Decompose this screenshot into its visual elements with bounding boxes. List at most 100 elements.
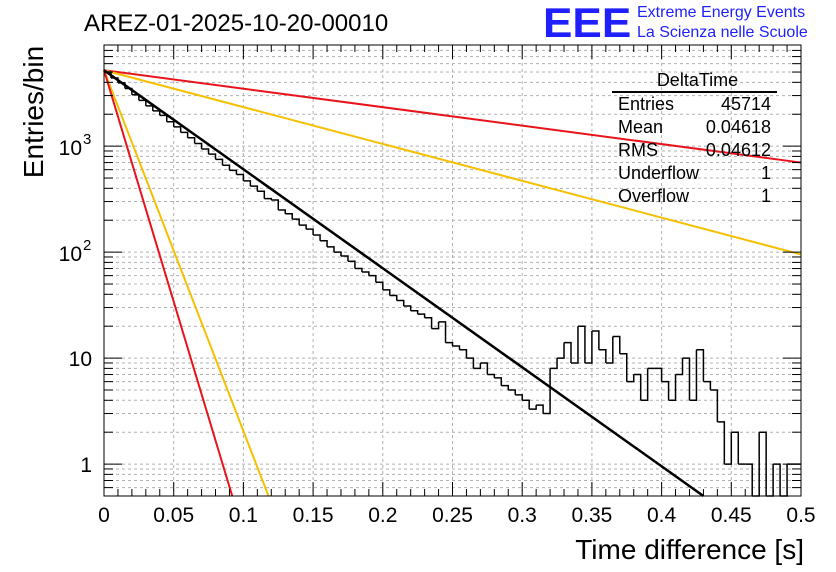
curve-fit — [103, 69, 705, 498]
histogram-bin — [466, 357, 475, 369]
grid — [103, 44, 802, 497]
y-tick-label: 10 2 — [59, 237, 92, 266]
histogram-bin — [598, 348, 607, 363]
stats-row-mean: Mean 0.04618 — [612, 116, 777, 139]
histogram-bin — [550, 358, 558, 370]
histogram-bin — [271, 199, 279, 210]
x-tick-labels: 0 0.05 0.1 0.15 0.2 0.25 0.3 0.35 0.4 0.45 0.5 — [98, 504, 815, 527]
histogram-bin — [675, 358, 684, 376]
stats-row-rms: RMS 0.04612 — [612, 139, 777, 162]
histogram-bin — [410, 309, 419, 315]
histogram-bin — [285, 213, 293, 220]
y-tick-label: 10 — [69, 348, 92, 371]
histogram-bin — [689, 349, 698, 402]
x-tick-label: 0.3 — [508, 504, 537, 527]
y-tick-base: 1 — [80, 454, 92, 477]
histogram-bin — [368, 274, 377, 283]
histogram-bin — [445, 341, 454, 347]
x-tick-label: 0.5 — [786, 504, 815, 527]
histogram-bin — [431, 321, 440, 330]
histogram-bin — [612, 335, 621, 354]
logo-subtitle-1: Extreme Energy Events — [637, 4, 806, 21]
x-axis-label: Time difference [s] — [575, 534, 804, 565]
histogram-bin — [543, 368, 551, 415]
histogram-bin — [570, 326, 579, 364]
histogram-bin — [522, 399, 530, 410]
histogram-bin — [354, 267, 363, 272]
histogram-bin — [605, 336, 614, 364]
histogram-bin — [668, 374, 677, 402]
y-tick-exponent: 3 — [83, 131, 91, 148]
histogram-bin — [724, 432, 733, 465]
histogram-bin — [110, 77, 119, 83]
histogram-bin — [633, 373, 642, 401]
histogram — [104, 71, 801, 497]
histogram-bin — [654, 367, 663, 382]
curve-bound-red-slow — [103, 69, 802, 164]
eee-logo: EEE — [543, 0, 632, 46]
stats-title: DeltaTime — [656, 70, 739, 90]
stats-value: 0.04612 — [705, 140, 771, 160]
histogram-bin — [508, 389, 516, 395]
histogram-bin — [591, 330, 600, 350]
histogram-bin — [438, 321, 447, 343]
histogram-bin — [159, 114, 168, 122]
histogram-bin — [278, 209, 286, 214]
x-tick-label: 0.05 — [153, 504, 194, 527]
histogram-bin — [313, 234, 321, 241]
curve-bound-yellow-slow — [103, 69, 802, 256]
histogram-bin — [536, 404, 544, 414]
curve-bound-yellow-fast — [103, 69, 270, 497]
histogram-bin — [564, 341, 572, 363]
histogram-bin — [382, 289, 391, 296]
histogram-bin — [626, 374, 635, 383]
stats-label: Underflow — [618, 163, 700, 183]
histogram-bin — [187, 136, 196, 144]
histogram-bin — [229, 169, 238, 175]
y-tick-label: 10 3 — [59, 131, 92, 160]
histogram-bin — [487, 373, 496, 378]
y-tick-label: 1 — [80, 454, 92, 477]
histogram-bin — [250, 185, 259, 192]
x-tick-label: 0.4 — [647, 504, 677, 527]
histogram-bin — [152, 110, 161, 116]
histogram-bin — [138, 99, 147, 106]
histogram-bin — [682, 357, 691, 401]
histogram-bin — [557, 342, 565, 359]
x-tick-label: 0.1 — [229, 504, 258, 527]
histogram-bin — [306, 228, 314, 236]
histogram-bin — [320, 240, 328, 247]
x-tick-label: 0 — [98, 504, 110, 527]
stats-label: Overflow — [618, 186, 690, 206]
histogram-bin — [145, 105, 154, 111]
histogram-bin — [494, 377, 503, 386]
histogram-bin — [710, 389, 719, 422]
stats-label: Mean — [618, 117, 664, 137]
histogram-bin — [334, 251, 342, 256]
y-tick-base: 10 — [59, 137, 82, 160]
x-tick-label: 0.45 — [711, 504, 752, 527]
histogram-bin — [773, 463, 781, 496]
histogram-bin — [731, 431, 740, 465]
histogram-bin — [131, 94, 140, 101]
axis-ticks — [103, 44, 802, 497]
y-tick-base: 10 — [59, 243, 82, 266]
logo-subtitle-2: La Scienza nelle Scuole — [637, 24, 808, 41]
histogram-bin — [745, 463, 753, 496]
histogram-bin — [340, 255, 349, 262]
x-tick-label: 0.35 — [571, 504, 612, 527]
histogram-bin — [389, 294, 398, 301]
histogram-bin — [124, 87, 133, 95]
histogram-bin — [703, 380, 712, 391]
histogram-bin — [208, 153, 217, 160]
histogram-bin — [215, 158, 224, 166]
histogram-bin — [403, 305, 412, 311]
stats-value: 1 — [760, 163, 771, 183]
histogram-bin — [347, 260, 356, 269]
histogram-bin — [452, 345, 461, 350]
histogram-bin — [640, 368, 649, 402]
histogram-bin — [459, 348, 468, 359]
histogram-bin — [696, 348, 705, 382]
stats-row-underflow: Underflow 1 — [612, 162, 777, 185]
